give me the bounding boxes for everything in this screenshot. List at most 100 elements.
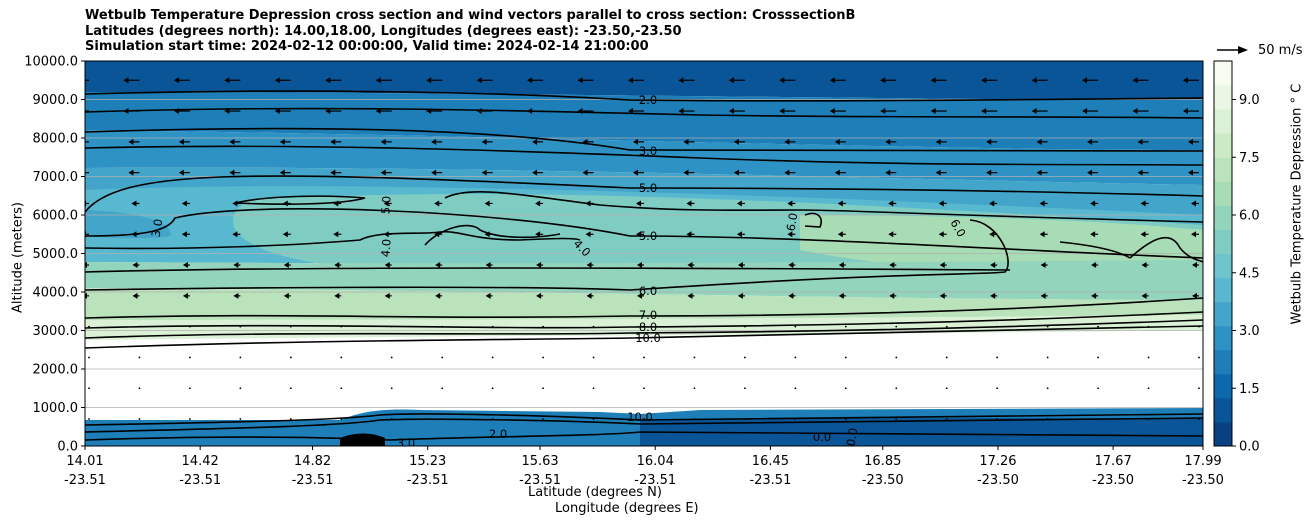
colorbar-segment-3	[1214, 349, 1232, 375]
wind-vector-197	[744, 325, 746, 328]
wind-vector-109	[938, 200, 944, 207]
wind-vector-166	[334, 292, 340, 299]
wind-vector-188	[289, 325, 292, 328]
wind-vector-165	[283, 292, 289, 299]
wind-vector-266	[744, 418, 746, 420]
wind-vector-271	[996, 418, 999, 420]
band-surface-dark	[640, 418, 1203, 446]
wind-vector-235	[340, 387, 343, 390]
wind-vector-90	[1137, 169, 1143, 176]
wind-vector-160	[1192, 262, 1197, 269]
wind-vector-135	[1090, 231, 1096, 238]
contour-label-17: 3.0	[397, 436, 415, 446]
wind-vector-19	[1031, 77, 1037, 84]
wind-vector-53	[431, 138, 437, 145]
y-tick-label-3: 3000.0	[33, 324, 79, 339]
wind-vector-142	[283, 262, 289, 269]
wind-vector-151	[737, 262, 743, 269]
wind-vector-72	[229, 169, 235, 176]
title-line-2: Latitudes (degrees north): 14.00,18.00, …	[85, 23, 682, 39]
y-tick-label-5: 5000.0	[33, 247, 79, 262]
wind-vector-157	[1040, 262, 1046, 269]
colorbar-tick-label-1: 1.5	[1239, 382, 1260, 397]
contour-label-text-9: 5.0	[378, 195, 394, 214]
wind-vector-212	[340, 356, 343, 359]
wind-vector-89	[1087, 169, 1093, 176]
contour-line-7	[85, 297, 1203, 319]
contour-label-text-5: 7.0	[639, 308, 657, 322]
colorbar-segment-14	[1214, 85, 1232, 110]
wind-vector-47	[128, 138, 134, 145]
y-tick-label-0: 0.0	[57, 440, 78, 455]
wind-vector-273	[1097, 418, 1099, 420]
wind-vector-218	[643, 356, 645, 359]
contour-label-18: 2.0	[489, 427, 507, 441]
x-tick-lon-label-7: -23.50	[862, 473, 904, 488]
wind-vector-114	[1191, 200, 1196, 207]
contour-label-text-1: 3.0	[639, 144, 657, 158]
contour-label-text-2: 5.0	[639, 181, 657, 195]
wind-vector-231	[138, 387, 141, 390]
wind-vector-21	[1132, 77, 1138, 84]
wind-vector-61	[834, 138, 840, 145]
wind-vector-260	[441, 418, 444, 420]
wind-vector-143	[334, 262, 340, 269]
wind-vector-10	[577, 77, 583, 84]
plot-area: 2.03.05.05.06.07.08.010.03.05.04.0 4.06.0…	[78, 61, 1203, 446]
wind-vector-192	[491, 325, 494, 328]
wind-vector-112	[1090, 200, 1096, 207]
y-axis-ticks: 0.0 1000.0 2000.0 3000.0 4000.0 5000.0 6000.0 7…	[24, 55, 85, 455]
wind-vector-80	[633, 169, 638, 176]
contour-line-4b	[424, 224, 561, 246]
wind-vector-145	[435, 262, 441, 269]
wind-vector-240	[592, 387, 595, 390]
wind-vector-238	[491, 387, 494, 390]
wind-vector-141	[233, 262, 239, 269]
wind-vector-33	[577, 108, 583, 115]
wind-vector-120	[333, 231, 339, 238]
wind-vector-153	[838, 262, 844, 269]
wind-vector-42	[1031, 108, 1037, 115]
colorbar-segment-12	[1214, 133, 1232, 158]
x-tick-lon-label-8: -23.50	[977, 473, 1019, 488]
contour-label-text-15: 0.0	[813, 430, 831, 444]
y-tick-label-6: 6000.0	[33, 209, 79, 224]
wind-vector-174	[737, 292, 743, 299]
contour-label-12: 6.0	[784, 212, 801, 232]
wind-vector-86	[935, 169, 941, 176]
wind-vector-68	[1188, 138, 1193, 145]
wind-vector-229	[1198, 356, 1200, 359]
wind-vector-54	[481, 138, 487, 145]
wind-vector-50	[279, 138, 285, 145]
wind-vector-67	[1137, 138, 1143, 145]
contour-label-7: 10.0	[635, 331, 661, 345]
wind-vector-132	[938, 231, 944, 238]
colorbar-tick-label-4: 6.0	[1239, 209, 1260, 224]
wind-vector-69	[78, 170, 83, 176]
wind-vector-13	[728, 77, 734, 84]
wind-vector-267	[794, 418, 797, 420]
x-tick-lat-label-0: 14.01	[66, 454, 103, 469]
wind-vector-14	[779, 77, 785, 84]
contour-line-6b	[85, 267, 1011, 273]
wind-vector-150	[687, 262, 693, 269]
wind-vector-264	[643, 418, 645, 420]
wind-vector-121	[383, 231, 389, 238]
wind-vector-75	[380, 169, 386, 176]
wind-vector-244	[794, 387, 797, 390]
wind-vector-236	[390, 387, 393, 390]
wind-vector-201	[945, 325, 948, 328]
wind-vector-140	[182, 262, 188, 269]
contour-line-9	[85, 319, 1203, 339]
x-axis-label-lon: Longitude (degrees E)	[555, 501, 699, 516]
wind-vector-252	[1198, 387, 1200, 390]
wind-vector-22	[1183, 77, 1188, 84]
contour-label-text-12: 6.0	[784, 212, 801, 232]
band-mid-blue	[85, 130, 1203, 185]
colorbar-tick-label-6: 9.0	[1239, 93, 1260, 108]
wind-vector-162	[132, 292, 138, 299]
wind-vector-205	[1147, 325, 1150, 328]
wind-vector-79	[582, 169, 588, 176]
wind-vector-189	[340, 325, 343, 328]
contour-line-4	[85, 230, 581, 250]
